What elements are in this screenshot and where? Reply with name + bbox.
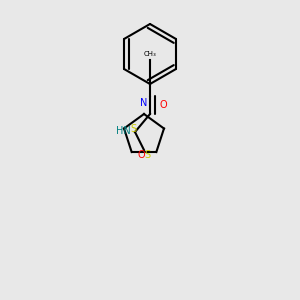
Text: HN: HN: [116, 125, 130, 136]
Text: O: O: [138, 150, 145, 160]
Text: O: O: [159, 100, 166, 110]
Text: N: N: [140, 98, 148, 108]
Text: S: S: [144, 150, 150, 160]
Text: CH₃: CH₃: [144, 51, 156, 57]
Text: S: S: [130, 124, 136, 134]
